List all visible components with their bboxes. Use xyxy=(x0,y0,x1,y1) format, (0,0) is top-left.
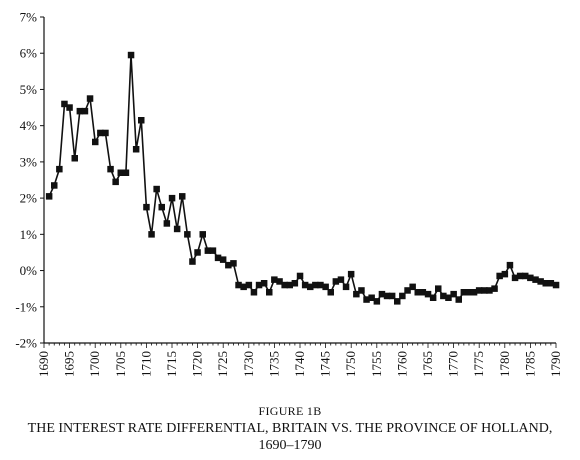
y-tick-label: -2% xyxy=(15,336,37,351)
data-point xyxy=(51,182,58,189)
data-point xyxy=(430,295,437,302)
data-point xyxy=(251,289,258,296)
x-tick-label: 1715 xyxy=(164,351,179,377)
data-point xyxy=(72,155,79,162)
x-tick-label: 1775 xyxy=(471,351,486,377)
data-point xyxy=(343,284,350,291)
data-point xyxy=(266,289,273,296)
x-tick-label: 1700 xyxy=(87,351,102,377)
series-line xyxy=(49,55,556,301)
x-tick-label: 1780 xyxy=(497,351,512,377)
figure-title-years: 1690–1790 xyxy=(0,437,580,454)
data-point xyxy=(230,260,237,267)
x-tick-label: 1765 xyxy=(420,351,435,377)
x-tick-label: 1790 xyxy=(548,351,563,377)
x-tick-label: 1750 xyxy=(343,351,358,377)
data-point xyxy=(184,231,191,238)
data-point xyxy=(87,95,94,102)
data-point xyxy=(133,146,140,153)
y-tick-label: 6% xyxy=(20,46,38,61)
x-tick-label: 1745 xyxy=(318,351,333,377)
x-tick-label: 1755 xyxy=(369,351,384,377)
x-tick-label: 1695 xyxy=(62,351,77,377)
data-point xyxy=(46,193,53,200)
data-point xyxy=(138,117,145,124)
data-point xyxy=(56,166,63,173)
y-tick-label: 2% xyxy=(20,191,38,206)
x-tick-label: 1720 xyxy=(190,351,205,377)
data-point xyxy=(374,298,381,305)
data-point xyxy=(210,247,217,254)
data-point xyxy=(292,280,299,287)
data-point xyxy=(179,193,186,200)
data-point xyxy=(261,280,268,287)
data-point xyxy=(112,179,119,186)
data-point xyxy=(507,262,514,269)
figure-label: FIGURE 1B xyxy=(0,404,580,419)
x-tick-label: 1730 xyxy=(241,351,256,377)
y-tick-label: 3% xyxy=(20,154,38,169)
x-tick-label: 1785 xyxy=(522,351,537,377)
data-point xyxy=(66,104,73,111)
data-point xyxy=(338,276,345,283)
x-tick-label: 1770 xyxy=(446,351,461,377)
figure-title: THE INTEREST RATE DIFFERENTIAL, BRITAIN … xyxy=(0,420,580,454)
plot-area: -2% -1% 0% 1% 2% 3% 4% 5% 6% 7% 1690 1695 1700 1705 17… xyxy=(15,10,563,378)
x-tick-label: 1725 xyxy=(215,351,230,377)
data-point xyxy=(246,282,253,289)
data-point xyxy=(107,166,114,173)
data-point xyxy=(143,204,150,211)
data-point xyxy=(159,204,166,211)
data-point xyxy=(200,231,207,238)
x-tick-label: 1740 xyxy=(292,351,307,377)
y-tick-label: 0% xyxy=(20,263,38,278)
data-point xyxy=(164,220,171,227)
data-point xyxy=(123,170,130,177)
x-tick-label: 1735 xyxy=(266,351,281,377)
line-chart: -2% -1% 0% 1% 2% 3% 4% 5% 6% 7% 1690 1695 1700 1705 17… xyxy=(0,0,580,400)
data-point xyxy=(553,282,560,289)
data-point xyxy=(153,186,160,193)
y-tick-label: 7% xyxy=(20,10,38,25)
data-point xyxy=(358,287,365,294)
data-point xyxy=(92,139,99,146)
data-point xyxy=(491,285,498,292)
x-tick-label: 1760 xyxy=(394,351,409,377)
data-point xyxy=(148,231,155,238)
y-tick-label: -1% xyxy=(15,299,37,314)
x-tick-label: 1710 xyxy=(138,351,153,377)
data-point xyxy=(102,130,109,137)
x-tick-label: 1690 xyxy=(36,351,51,377)
data-point xyxy=(174,226,181,233)
data-point xyxy=(328,289,335,296)
y-tick-label: 4% xyxy=(20,118,38,133)
y-tick-label: 5% xyxy=(20,82,38,97)
data-point xyxy=(194,249,201,256)
x-tick-label: 1705 xyxy=(113,351,128,377)
data-point xyxy=(348,271,355,278)
data-point xyxy=(128,52,135,59)
data-point xyxy=(502,271,509,278)
data-point xyxy=(189,258,196,265)
data-point xyxy=(169,195,176,202)
data-point xyxy=(435,285,442,292)
data-point xyxy=(297,273,304,280)
data-point xyxy=(82,108,89,115)
data-point xyxy=(456,296,463,303)
figure-title-line: THE INTEREST RATE DIFFERENTIAL, BRITAIN … xyxy=(0,420,580,437)
y-tick-label: 1% xyxy=(20,227,38,242)
